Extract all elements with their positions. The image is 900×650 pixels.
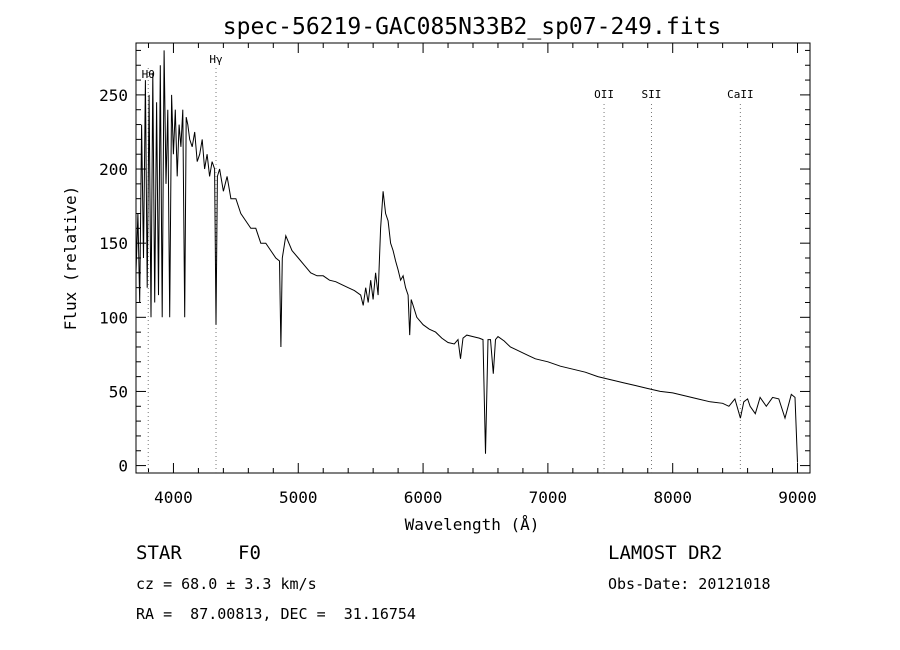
- line-marker-label: CaII: [727, 88, 754, 101]
- y-tick-label: 250: [99, 86, 128, 105]
- plot-frame: [135, 42, 811, 474]
- coordinates-label: RA = 87.00813, DEC = 31.16754: [136, 605, 416, 623]
- x-axis-ticks: 4000 5000 6000 7000 8000 9000: [147, 43, 817, 507]
- x-tick-label: 7000: [529, 488, 568, 507]
- y-tick-label: 200: [99, 160, 128, 179]
- subclass-label: F0: [238, 542, 261, 564]
- y-tick-label: 150: [99, 234, 128, 253]
- line-markers: Hθ Hγ OII SII CaII: [142, 53, 754, 473]
- x-tick-label: 4000: [154, 488, 193, 507]
- redshift-label: cz = 68.0 ± 3.3 km/s: [136, 575, 317, 593]
- obs-date-label: Obs-Date: 20121018: [608, 575, 771, 593]
- line-marker-label: SII: [642, 88, 662, 101]
- class-label: STAR: [136, 542, 182, 564]
- line-marker-label: Hγ: [209, 53, 223, 66]
- y-tick-label: 50: [109, 382, 128, 401]
- line-marker-label: Hθ: [142, 68, 155, 81]
- x-tick-label: 8000: [653, 488, 692, 507]
- survey-label: LAMOST DR2: [608, 542, 723, 564]
- line-marker-label: OII: [594, 88, 614, 101]
- x-axis-label: Wavelength (Å): [405, 515, 540, 534]
- y-axis-label: Flux (relative): [61, 186, 80, 331]
- y-tick-label: 100: [99, 308, 128, 327]
- x-tick-label: 5000: [279, 488, 318, 507]
- y-axis-ticks: 0 50 100 150 200 250: [99, 49, 810, 476]
- chart-title: spec-56219-GAC085N33B2_sp07-249.fits: [223, 14, 722, 40]
- y-tick-label: 0: [118, 457, 128, 476]
- x-tick-label: 6000: [404, 488, 443, 507]
- x-tick-label: 9000: [778, 488, 817, 507]
- spectrum-line: [135, 50, 798, 463]
